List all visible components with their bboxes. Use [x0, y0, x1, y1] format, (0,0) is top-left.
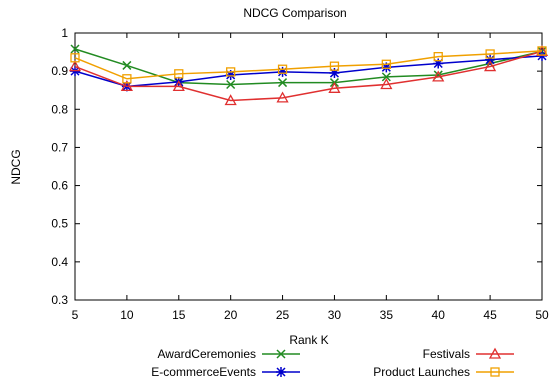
y-tick-label: 0.4 — [51, 255, 68, 269]
data-point — [70, 44, 80, 54]
data-point — [537, 46, 547, 56]
legend-swatch-marker — [490, 367, 500, 377]
series-line — [74, 55, 543, 88]
data-point — [172, 80, 185, 92]
x-tick-label: 35 — [380, 308, 394, 322]
data-point — [277, 64, 288, 74]
series-e-commerceevents — [70, 50, 547, 92]
data-point — [278, 78, 288, 88]
x-tick-label: 50 — [535, 308, 549, 322]
y-tick-label: 0.5 — [51, 217, 68, 231]
series-line — [74, 50, 543, 102]
data-point — [329, 68, 340, 79]
data-point — [485, 54, 496, 65]
series-awardceremonies — [70, 44, 547, 90]
chart-title: NDCG Comparison — [243, 6, 346, 20]
series-product-launches — [70, 46, 547, 84]
series-line — [74, 48, 543, 86]
series-line — [74, 50, 543, 80]
data-point — [381, 72, 391, 82]
plot-frame — [74, 32, 543, 301]
data-point — [70, 53, 80, 63]
data-point — [276, 91, 289, 103]
plot-area: 5 10 15 20 25 30 35 40 45 50 0.3 0.4 0.5 0.6 0.7 0.8 0.9… — [51, 26, 549, 322]
y-tick-label: 0.3 — [51, 293, 68, 307]
data-point — [226, 67, 236, 77]
x-tick-label: 40 — [432, 308, 446, 322]
data-point — [380, 78, 393, 90]
legend-swatch-marker — [488, 347, 502, 359]
data-point — [225, 69, 236, 80]
y-tick-label: 1 — [61, 26, 68, 40]
y-tick-label: 0.9 — [51, 64, 68, 78]
data-point — [381, 59, 391, 69]
x-tick-label: 20 — [224, 308, 238, 322]
series-festivals — [68, 44, 549, 106]
data-point — [277, 66, 288, 77]
data-point — [328, 81, 341, 93]
legend-label: AwardCeremonies — [158, 347, 257, 361]
y-tick-label: 0.7 — [51, 140, 68, 154]
y-axis-title: NDCG — [9, 149, 23, 184]
x-tick-label: 5 — [72, 308, 79, 322]
legend-label: E-commerceEvents — [151, 365, 256, 379]
y-tick-label: 0.6 — [51, 179, 68, 193]
data-point — [226, 79, 236, 90]
x-axis-title: Rank K — [289, 333, 328, 347]
legend: AwardCeremonies E-commerceEvents Festivals… — [151, 347, 514, 379]
data-point — [120, 80, 133, 92]
data-point — [174, 69, 184, 79]
data-point — [432, 70, 445, 82]
data-point — [381, 62, 392, 73]
x-tick-label: 30 — [328, 308, 342, 322]
data-point — [433, 58, 444, 69]
data-point — [122, 60, 132, 70]
data-point — [484, 60, 497, 72]
x-tick-label: 15 — [172, 308, 186, 322]
legend-label: Product Launches — [373, 365, 470, 379]
data-point — [485, 49, 495, 59]
data-point — [433, 51, 443, 62]
data-point — [224, 94, 237, 106]
legend-swatch-marker — [276, 349, 286, 359]
y-tick-label: 0.8 — [51, 102, 68, 116]
data-point — [329, 61, 340, 71]
legend-swatch-marker — [276, 367, 286, 377]
x-tick-label: 25 — [276, 308, 290, 322]
data-point — [122, 74, 132, 84]
data-point — [68, 60, 82, 72]
x-tick-label: 10 — [120, 308, 134, 322]
x-tick-label: 45 — [483, 308, 497, 322]
legend-label: Festivals — [423, 347, 470, 361]
